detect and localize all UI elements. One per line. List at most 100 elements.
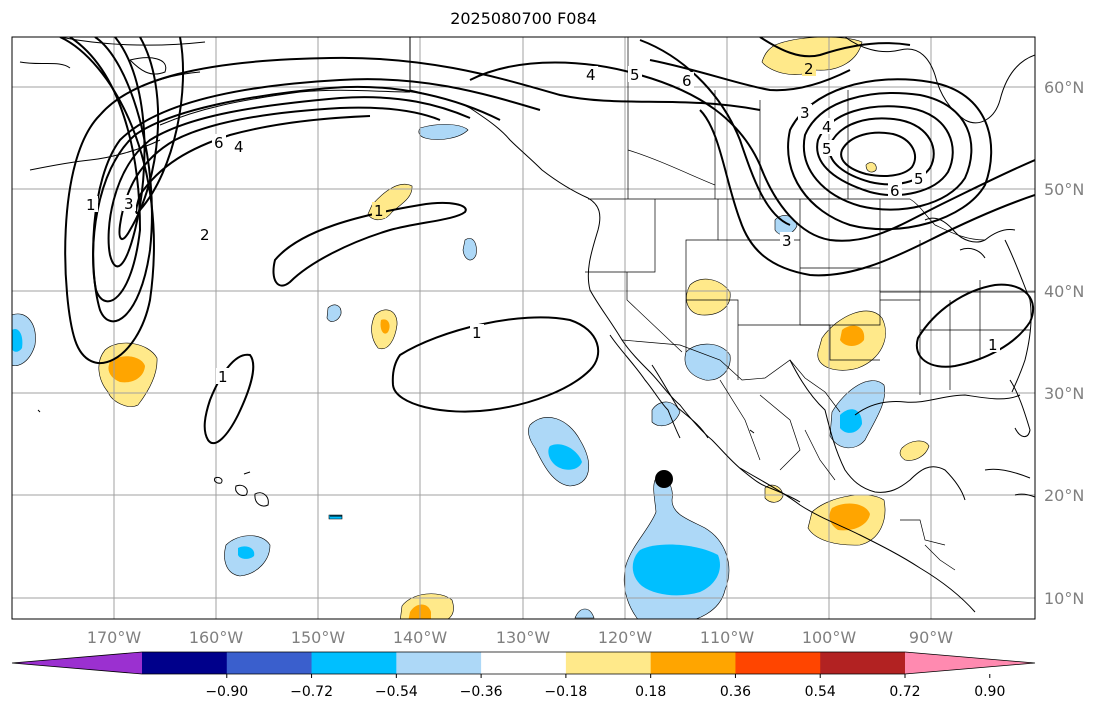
- contour-5: [816, 105, 954, 196]
- map-title: 2025080700 F084: [450, 9, 597, 28]
- contour-label: 3: [800, 104, 810, 122]
- contour-label: 5: [822, 140, 832, 158]
- positive-anomaly: [899, 440, 930, 461]
- lon-label: 120°W: [598, 628, 653, 647]
- colorbar-bin: [565, 652, 652, 674]
- contour-6: [828, 117, 935, 186]
- contour-label: 4: [822, 118, 832, 136]
- colorbar-extension-high: [905, 652, 1035, 674]
- negative-anomaly: [238, 546, 255, 559]
- negative-anomaly: [840, 409, 862, 433]
- map-plot-area: 1 3 2 6 4 1 1 1 4 5 6 2 3 4: [12, 37, 1035, 619]
- contour-label: 1: [374, 202, 384, 220]
- contour-6: [135, 37, 371, 215]
- colorbar-extension-low: [12, 652, 142, 674]
- contour-1: [391, 316, 600, 413]
- contour-label: 4: [234, 138, 244, 156]
- lat-label: 40°N: [1044, 282, 1084, 301]
- lon-label: 130°W: [496, 628, 551, 647]
- contour-label-group: 1 3 2 6 4 1 1 1 4 5 6 2 3 4: [84, 60, 1000, 386]
- colorbar-tick-label: −0.54: [375, 684, 418, 700]
- negative-anomaly: [574, 608, 595, 619]
- map-frame: [11, 36, 1036, 620]
- contour-4: [107, 37, 471, 268]
- colorbar-tick-label: −0.72: [290, 684, 333, 700]
- contour-3: [699, 109, 1035, 277]
- contour-1: [272, 202, 467, 287]
- colorbar-tick-label: −0.18: [544, 684, 587, 700]
- lon-label: 90°W: [909, 628, 953, 647]
- positive-anomaly: [865, 162, 877, 173]
- colorbar-tick-label: −0.90: [205, 684, 248, 700]
- positive-anomaly: [840, 325, 865, 346]
- contour-label: 4: [586, 66, 596, 84]
- contour-4: [469, 61, 1035, 242]
- contour-label: 3: [782, 232, 792, 250]
- lon-label: 110°W: [700, 628, 755, 647]
- colorbar-bin: [396, 652, 482, 674]
- contour-4: [802, 92, 973, 211]
- lon-label: 170°W: [87, 628, 142, 647]
- colorbar-bin: [142, 652, 228, 674]
- contour-lines: [59, 37, 1035, 445]
- contour-label: 5: [914, 170, 924, 188]
- colorbar-tick-label: 0.90: [974, 684, 1005, 700]
- negative-anomaly: [418, 124, 469, 140]
- negative-anomaly: [548, 444, 582, 470]
- contour-label: 5: [630, 66, 640, 84]
- negative-anomaly: [651, 401, 681, 427]
- contour-label: 6: [214, 134, 224, 152]
- colorbar-bin: [735, 652, 821, 674]
- colorbar-bin: [311, 652, 397, 674]
- latitude-labels: 60°N 50°N 40°N 30°N 20°N 10°N: [1044, 78, 1084, 608]
- contour-5: [118, 37, 441, 240]
- contour-3: [787, 78, 993, 231]
- colorbar-tick-label: 0.18: [635, 684, 666, 700]
- contour-label: 2: [804, 60, 814, 78]
- negative-anomaly: [684, 343, 731, 381]
- positive-anomaly: [108, 356, 145, 383]
- contour-label: 6: [890, 182, 900, 200]
- political-borders: [585, 37, 1035, 571]
- contour-5: [840, 131, 917, 177]
- lon-label: 140°W: [393, 628, 448, 647]
- shaded-regions: [12, 37, 930, 619]
- colorbar-bin: [481, 652, 567, 674]
- contour-label: 1: [86, 196, 96, 214]
- contour-6: [649, 59, 851, 92]
- contour-2: [759, 37, 911, 58]
- contour-label: 1: [472, 324, 482, 342]
- contour-label: 1: [988, 336, 998, 354]
- longitude-labels: 170°W 160°W 150°W 140°W 130°W 120°W 110°…: [87, 628, 953, 647]
- colorbar-bin: [650, 652, 736, 674]
- negative-anomaly: [12, 313, 36, 366]
- colorbar-tick-label: 0.72: [889, 684, 920, 700]
- contour-label: 2: [200, 226, 210, 244]
- negative-anomaly: [462, 238, 477, 261]
- colorbar-outline: [11, 651, 1036, 675]
- lat-label: 30°N: [1044, 384, 1084, 403]
- lon-label: 160°W: [189, 628, 244, 647]
- colorbar-bin: [226, 652, 313, 674]
- lon-label: 100°W: [802, 628, 857, 647]
- storm-position-marker: [655, 470, 673, 488]
- contour-label: 3: [124, 195, 134, 213]
- colorbar-tick-label: −0.36: [460, 684, 503, 700]
- lat-label: 60°N: [1044, 78, 1084, 97]
- lat-label: 20°N: [1044, 486, 1084, 505]
- colorbar-tick-label: 0.54: [805, 684, 836, 700]
- colorbar-bin: [820, 652, 906, 674]
- colorbar: −0.90 −0.72 −0.54 −0.36 −0.18 0.18 0.36 0.54 0.7…: [11, 651, 1036, 700]
- contour-1: [915, 283, 1035, 368]
- negative-anomaly: [326, 304, 342, 322]
- contour-label: 6: [682, 72, 692, 90]
- contour-label: 1: [218, 368, 228, 386]
- colorbar-tick-label: 0.36: [720, 684, 751, 700]
- coastlines: [19, 37, 1035, 613]
- negative-anomaly: [12, 328, 23, 352]
- negative-anomaly: [632, 544, 720, 596]
- lon-label: 150°W: [291, 628, 346, 647]
- positive-anomaly: [686, 278, 731, 316]
- contour-5: [639, 39, 791, 226]
